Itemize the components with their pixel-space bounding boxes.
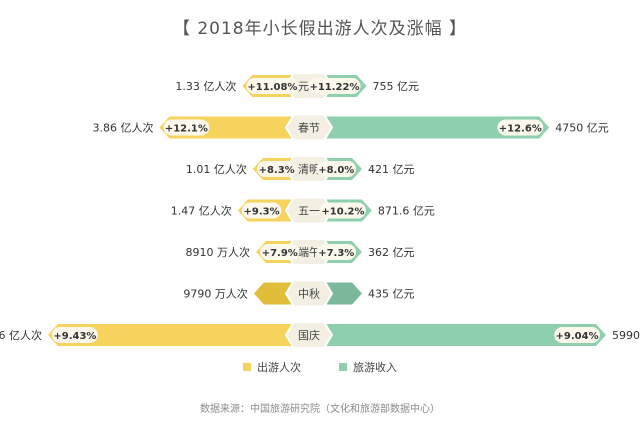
revenue-growth-pill [316,161,356,177]
visitors-growth-label: +7.9% [262,248,298,259]
holiday-label: 五一 [298,205,320,218]
holiday-label: 清明 [298,163,320,176]
chart-title: 【 2018年小长假出游人次及涨幅 】 [172,19,468,39]
holiday-label: 中秋 [298,287,320,301]
revenue-growth-label: +7.3% [318,248,354,259]
visitors-value-label: 1.47 亿人次 [171,204,232,218]
visitors-value-label: 1.01 亿人次 [186,162,247,176]
holiday-label: 端午 [298,246,320,259]
visitors-growth-pill [163,119,210,136]
holiday-label: 春节 [298,122,320,135]
bar-visitors [48,324,309,346]
revenue-growth-pill [316,244,356,260]
revenue-growth-pill [554,327,600,343]
revenue-growth-label: +8.0% [318,165,354,176]
holiday-hexagon [284,196,334,225]
revenue-growth-pill [308,78,361,94]
visitors-growth-pill [241,202,282,219]
visitors-value-label: 1.33 亿人次 [175,79,236,93]
visitors-growth-pill [52,327,98,343]
holiday-hexagon [284,279,334,308]
visitors-value-label: 7.26 亿人次 [0,328,42,342]
revenue-value-label: 362 亿元 [368,246,415,259]
revenue-growth-pill [320,202,366,219]
visitors-growth-pill [246,78,299,94]
holiday-label: 国庆 [298,328,320,342]
legend-swatch-visitors [243,363,251,371]
visitors-growth-label: +11.08% [247,82,297,93]
visitors-value-label: 9790 万人次 [183,287,248,301]
visitors-growth-label: +12.1% [165,124,208,135]
revenue-value-label: 4750 亿元 [555,122,609,135]
revenue-growth-label: +9.04% [556,331,599,342]
legend-item-revenue: 旅游收入 [339,359,397,375]
holiday-hexagon [284,113,334,142]
bar-revenue [309,116,550,139]
legend-label-visitors: 出游人次 [257,361,301,374]
revenue-value-label: 871.6 亿元 [378,205,435,218]
legend-swatch-revenue [339,363,347,371]
legend-label-revenue: 旅游收入 [353,361,397,374]
visitors-growth-label: +8.3% [259,165,295,176]
visitors-value-label: 3.86 亿人次 [92,121,153,135]
revenue-value-label: 435 亿元 [368,288,415,301]
revenue-growth-label: +10.2% [321,207,364,218]
data-source: 数据来源：中国旅游研究院（文化和旅游部数据中心） [200,404,440,415]
legend: 出游人次 旅游收入 [0,359,640,375]
holiday-hexagon [284,321,334,349]
visitors-growth-label: +9.43% [53,331,96,342]
visitors-growth-label: +9.3% [243,207,279,218]
revenue-growth-pill [497,119,544,136]
bar-revenue [309,324,606,346]
revenue-growth-label: +12.6% [499,124,542,135]
revenue-value-label: 755 亿元 [373,80,420,93]
legend-item-visitors: 出游人次 [243,359,301,375]
visitors-growth-pill [256,161,297,177]
revenue-growth-label: +11.22% [309,82,359,93]
revenue-value-label: 5990.8 亿元 [612,329,640,342]
revenue-value-label: 421 亿元 [368,163,415,176]
visitors-value-label: 8910 万人次 [186,245,251,259]
visitors-growth-pill [260,244,300,260]
